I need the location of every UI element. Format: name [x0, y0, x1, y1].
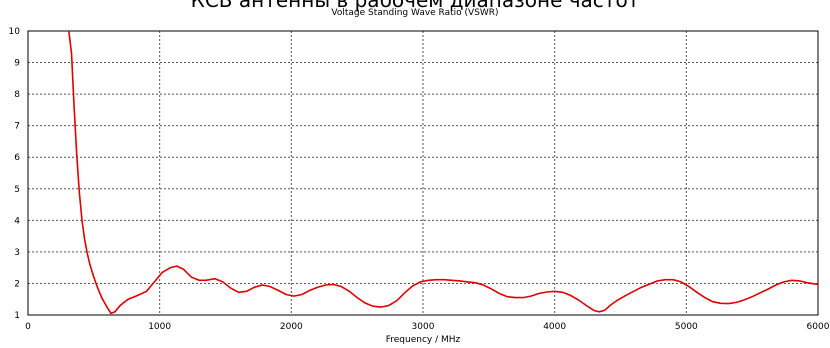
y-tick-label: 7: [14, 122, 20, 132]
y-tick-label: 10: [9, 27, 21, 37]
x-tick-label: 3000: [412, 322, 435, 332]
x-tick-label: 5000: [675, 322, 698, 332]
y-tick-label: 6: [14, 153, 20, 163]
x-tick-label: 2000: [280, 322, 303, 332]
y-tick-label: 1: [14, 311, 20, 321]
x-tick-label: 0: [25, 322, 31, 332]
x-tick-label: 1000: [148, 322, 171, 332]
y-tick-label: 9: [14, 59, 20, 69]
grid-lines: [28, 31, 818, 315]
plot-area-frame: [27, 30, 819, 316]
x-tick-label: 6000: [807, 322, 830, 332]
vswr-line: [68, 30, 819, 315]
y-tick-label: 8: [14, 90, 20, 100]
chart-title: Voltage Standing Wave Ratio (VSWR): [331, 8, 499, 18]
y-tick-label: 5: [14, 185, 20, 195]
x-axis-label: Frequency / MHz: [386, 335, 461, 345]
y-tick-label: 3: [14, 248, 20, 258]
y-tick-label: 2: [14, 279, 20, 289]
page-heading: КСВ антенны в рабочем диапазоне частот: [190, 0, 640, 12]
y-tick-label: 4: [14, 216, 20, 226]
axis-ticks: 0 1000 2000 3000 4000 5000 6000 1 2 3 4 5 6 7 8 9 10: [9, 27, 830, 332]
x-tick-label: 4000: [543, 322, 566, 332]
